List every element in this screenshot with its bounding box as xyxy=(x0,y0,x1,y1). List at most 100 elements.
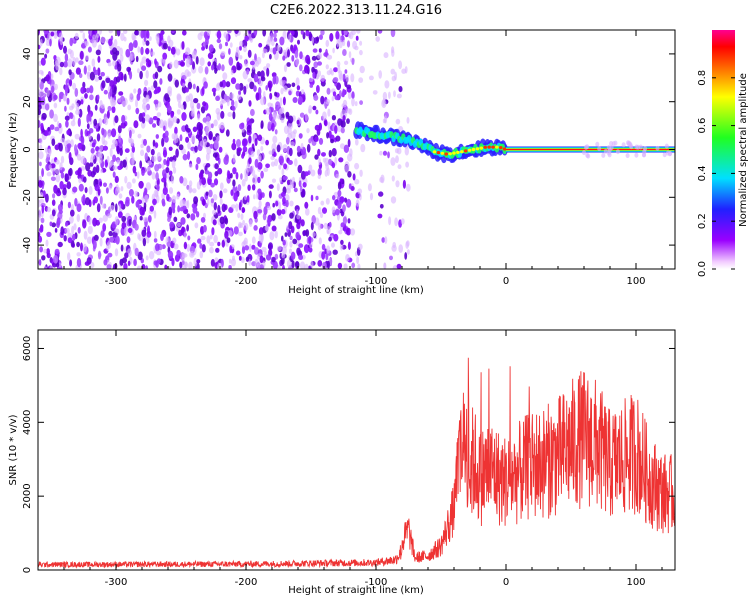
noise-speckle xyxy=(296,209,299,215)
noise-speckle xyxy=(219,190,223,199)
noise-speckle xyxy=(98,117,102,127)
noise-speckle xyxy=(209,246,214,254)
noise-speckle xyxy=(226,99,230,107)
noise-speckle xyxy=(265,163,270,169)
noise-speckle xyxy=(166,105,172,114)
noise-speckle xyxy=(319,34,323,40)
noise-speckle xyxy=(194,145,198,153)
noise-speckle xyxy=(80,128,83,138)
noise-speckle xyxy=(636,144,641,150)
x-tick-label: -200 xyxy=(235,577,258,588)
noise-speckle xyxy=(351,57,355,66)
noise-speckle xyxy=(299,261,306,269)
noise-speckle xyxy=(157,101,162,108)
snr-x-ticks: -300 -200 -100 0 100 xyxy=(37,330,663,588)
noise-speckle xyxy=(246,195,250,203)
noise-speckle xyxy=(395,180,400,188)
snr-frame xyxy=(37,329,676,571)
noise-speckle xyxy=(88,33,93,40)
noise-speckle xyxy=(355,138,359,146)
noise-speckle xyxy=(44,147,48,153)
noise-speckle xyxy=(321,251,326,260)
noise-speckle xyxy=(181,148,187,155)
noise-speckle xyxy=(38,214,41,222)
noise-speckle xyxy=(249,81,255,90)
noise-speckle xyxy=(145,103,151,111)
noise-speckle xyxy=(317,167,322,176)
noise-speckle xyxy=(118,71,124,81)
noise-speckle xyxy=(161,163,165,169)
noise-speckle xyxy=(136,93,141,101)
colorbar-ticks: 0.0 0.2 0.4 0.6 0.8 xyxy=(697,70,735,277)
noise-speckle xyxy=(326,70,332,76)
noise-speckle xyxy=(199,57,205,67)
noise-speckle xyxy=(406,249,410,255)
noise-speckle xyxy=(627,141,631,147)
noise-speckle xyxy=(295,261,300,269)
noise-speckle xyxy=(108,161,113,168)
noise-speckle xyxy=(69,37,73,47)
noise-speckle xyxy=(273,30,279,34)
y-tick-label: 6000 xyxy=(22,336,33,361)
noise-speckle xyxy=(48,148,52,155)
noise-speckle xyxy=(180,104,185,110)
noise-speckle xyxy=(208,44,214,53)
noise-speckle xyxy=(58,122,62,129)
noise-speckle xyxy=(140,143,144,149)
noise-speckle xyxy=(270,155,275,161)
noise-speckle xyxy=(69,112,74,120)
noise-speckle xyxy=(281,235,284,242)
noise-speckle xyxy=(50,31,55,37)
noise-speckle xyxy=(82,219,87,229)
noise-speckle xyxy=(279,36,285,46)
noise-speckle xyxy=(131,156,135,166)
noise-speckle xyxy=(241,153,245,159)
noise-speckle xyxy=(352,40,358,50)
noise-speckle xyxy=(226,237,231,244)
noise-speckle xyxy=(203,31,208,39)
signal-peak xyxy=(440,151,445,155)
noise-speckle xyxy=(221,64,225,72)
noise-speckle xyxy=(396,263,402,269)
signal-peak xyxy=(463,149,468,153)
noise-speckle xyxy=(181,112,187,121)
noise-speckle xyxy=(244,59,247,67)
noise-speckle xyxy=(171,159,176,169)
noise-speckle xyxy=(340,239,344,245)
noise-speckle xyxy=(274,129,278,135)
noise-speckle xyxy=(84,187,88,194)
noise-speckle xyxy=(238,255,242,261)
noise-speckle xyxy=(38,151,44,160)
noise-speckle xyxy=(120,186,124,192)
noise-speckle xyxy=(56,217,61,226)
noise-speckle xyxy=(211,87,217,93)
noise-speckle xyxy=(219,182,224,190)
noise-speckle xyxy=(223,156,229,165)
noise-speckle xyxy=(258,227,264,236)
noise-speckle xyxy=(46,231,52,237)
noise-speckle xyxy=(171,201,176,211)
noise-speckle xyxy=(326,245,331,254)
noise-speckle xyxy=(175,148,179,158)
noise-speckle xyxy=(66,143,72,149)
noise-speckle xyxy=(274,253,279,260)
noise-speckle xyxy=(150,148,155,156)
noise-speckle xyxy=(157,65,163,73)
noise-speckle xyxy=(335,208,340,216)
noise-speckle xyxy=(295,231,300,240)
noise-speckle xyxy=(272,135,278,144)
noise-speckle xyxy=(312,71,316,79)
noise-speckle xyxy=(121,100,127,107)
noise-speckle xyxy=(212,209,217,215)
noise-speckle xyxy=(285,137,290,145)
noise-speckle xyxy=(354,179,360,185)
noise-speckle xyxy=(173,243,179,250)
noise-speckle xyxy=(298,243,304,248)
noise-speckle xyxy=(66,97,70,105)
noise-speckle xyxy=(192,50,197,60)
noise-speckle xyxy=(406,117,410,124)
noise-speckle xyxy=(299,51,303,60)
noise-speckle xyxy=(289,240,293,248)
noise-speckle xyxy=(404,66,408,74)
